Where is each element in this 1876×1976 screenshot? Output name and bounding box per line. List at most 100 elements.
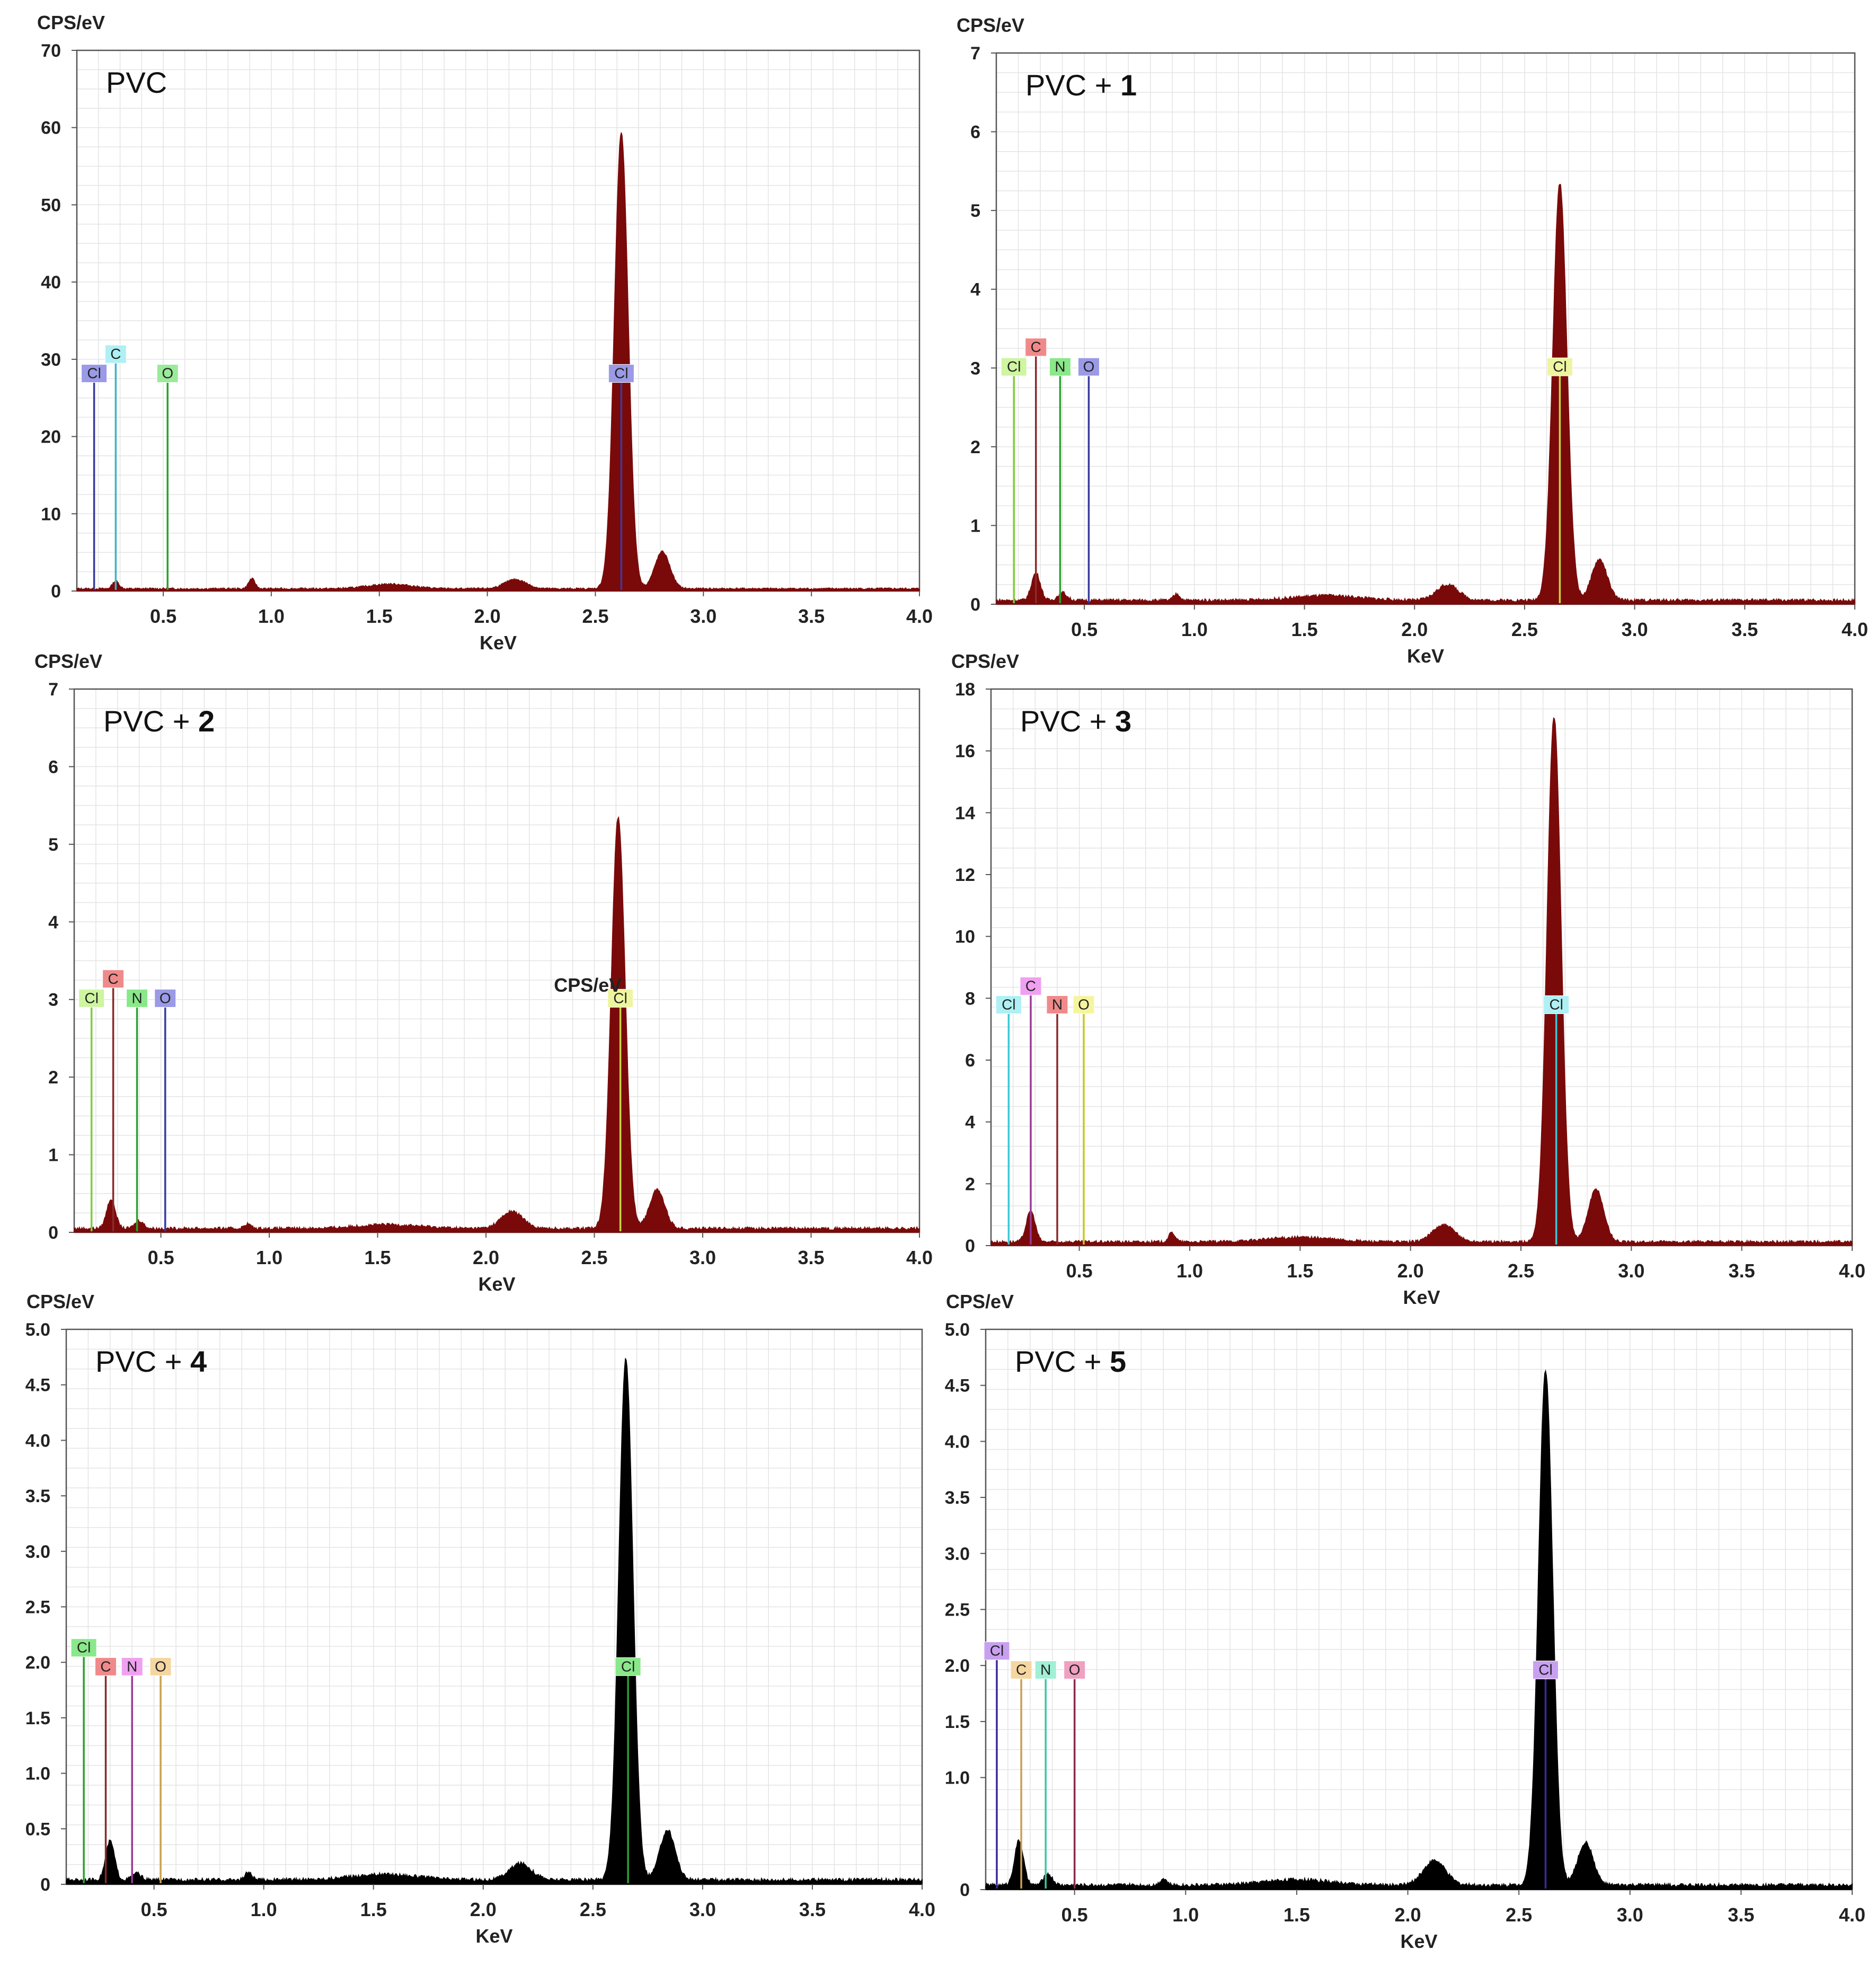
x-tick-label: 0.5 [1071, 619, 1098, 640]
element-label-box [149, 1657, 172, 1676]
panel-title-number: 3 [1115, 704, 1131, 738]
y-tick-label: 6 [48, 757, 58, 777]
y-tick-label: 1 [48, 1145, 58, 1166]
x-tick-label: 1.5 [1287, 1260, 1313, 1282]
y-tick-label: 4.5 [25, 1375, 50, 1396]
x-axis-label: KeV [480, 632, 517, 654]
x-tick-label: 1.0 [258, 605, 285, 627]
y-axis-label: CPS/eV [34, 650, 102, 672]
y-tick-label: 0 [970, 595, 980, 615]
element-label: C [1025, 978, 1036, 994]
x-tick-label: 1.0 [1176, 1260, 1203, 1282]
y-tick-label: 5 [48, 835, 58, 855]
y-tick-label: 50 [41, 195, 61, 215]
element-label: C [100, 1658, 111, 1674]
y-axis-label: CPS/eV [946, 1291, 1014, 1312]
x-tick-label: 0.5 [148, 1247, 174, 1268]
y-tick-label: 10 [41, 504, 61, 524]
element-label-box [156, 364, 179, 383]
element-label: O [1083, 358, 1095, 375]
x-tick-label: 4.0 [906, 1247, 933, 1268]
x-tick-label: 2.5 [1508, 1260, 1534, 1282]
y-tick-label: 4.5 [945, 1376, 970, 1396]
element-label: N [1055, 358, 1065, 375]
element-label: C [108, 971, 118, 987]
y-tick-label: 4.0 [25, 1431, 50, 1451]
spectrum-area [76, 132, 920, 592]
x-tick-label: 2.5 [580, 1899, 606, 1920]
y-tick-label: 1.0 [25, 1764, 50, 1784]
x-tick-label: 0.5 [150, 605, 176, 627]
y-tick-label: 4.0 [945, 1432, 970, 1452]
element-label: Cl [84, 990, 98, 1006]
y-tick-label: 5.0 [25, 1320, 50, 1340]
element-label: N [127, 1658, 137, 1674]
panel-title-text: PVC [106, 66, 167, 99]
spectrum-panel-4: Cl CN O Cl 0 2 4 6 8 10 12 14 16 18 0.5 1.0 1.5 2.0 2.5 3.0… [951, 650, 1865, 1308]
element-label: O [160, 990, 171, 1006]
x-tick-label: 3.0 [689, 1899, 716, 1920]
element-label-box [95, 1657, 117, 1676]
element-label-box [1001, 357, 1027, 376]
element-label-box [1049, 357, 1071, 376]
element-label: Cl [87, 365, 101, 382]
x-tick-label: 2.0 [1397, 1260, 1424, 1282]
spectrum-panel-5: Cl C N O Cl 0 0.5 1.0 1.5 2.0 2.5 3.0 3.5 4.0 4.5 5.0 0.… [25, 1291, 935, 1947]
grid [76, 50, 920, 591]
panel-title-number: 2 [198, 704, 215, 738]
x-tick-label: 3.5 [799, 1899, 826, 1920]
y-tick-label: 14 [955, 803, 975, 823]
panel-title: PVC + 5 [1015, 1345, 1126, 1378]
x-tick-label: 2.0 [470, 1899, 497, 1920]
element-label: N [1040, 1662, 1051, 1678]
y-tick-label: 0 [960, 1880, 970, 1900]
element-label-box [1077, 357, 1100, 376]
element-label: Cl [1538, 1662, 1552, 1678]
x-tick-label: 3.5 [1731, 619, 1758, 640]
y-tick-label: 4 [965, 1113, 975, 1133]
element-label: Cl [614, 365, 628, 382]
y-tick-label: 0 [51, 581, 61, 602]
y-tick-label: 0 [40, 1875, 50, 1895]
element-label-box [70, 1638, 97, 1657]
element-label: O [162, 365, 173, 382]
panel-title-number: 5 [1110, 1345, 1126, 1378]
panel-title: PVC + 3 [1020, 704, 1131, 738]
y-tick-label: 1.0 [945, 1768, 970, 1788]
element-label-box [81, 364, 108, 383]
x-tick-label: 1.0 [1181, 619, 1208, 640]
y-tick-label: 3.0 [25, 1542, 50, 1562]
x-axis-label: KeV [1407, 645, 1444, 667]
x-tick-label: 1.5 [1291, 619, 1318, 640]
y-tick-label: 1 [970, 516, 980, 536]
element-label-box [607, 989, 634, 1008]
y-tick-label: 4 [970, 280, 980, 300]
y-tick-label: 1.5 [945, 1712, 970, 1732]
x-tick-label: 3.0 [689, 1247, 716, 1268]
spectrum-panel-6: Cl C N O Cl 0 1.0 1.5 2.0 2.5 3.0 3.5 4.0 4.5 5.0 0.5 1.… [945, 1291, 1865, 1952]
x-tick-label: 4.0 [909, 1899, 935, 1920]
element-label-box [1025, 338, 1047, 357]
x-tick-label: 0.5 [141, 1899, 167, 1920]
element-label-box [78, 989, 105, 1008]
x-tick-label: 2.5 [581, 1247, 608, 1268]
y-axis-label: CPS/eV [37, 12, 105, 33]
y-tick-label: 40 [41, 272, 61, 293]
element-label: C [1016, 1662, 1027, 1678]
panel-title-number: 1 [1120, 68, 1137, 102]
y-tick-label: 12 [955, 865, 975, 885]
element-label: Cl [1549, 996, 1563, 1013]
element-label-box [102, 969, 125, 989]
element-label-box [154, 989, 176, 1008]
element-label-box [1543, 995, 1570, 1014]
element-label: C [110, 346, 121, 362]
y-tick-label: 0 [965, 1236, 975, 1256]
spectrum-area [985, 1369, 1853, 1890]
panel-title-text: PVC + [103, 704, 198, 738]
x-tick-label: 4.0 [906, 605, 933, 627]
element-label-box [1546, 357, 1573, 376]
x-tick-label: 2.0 [474, 605, 501, 627]
y-tick-label: 3 [48, 990, 58, 1010]
